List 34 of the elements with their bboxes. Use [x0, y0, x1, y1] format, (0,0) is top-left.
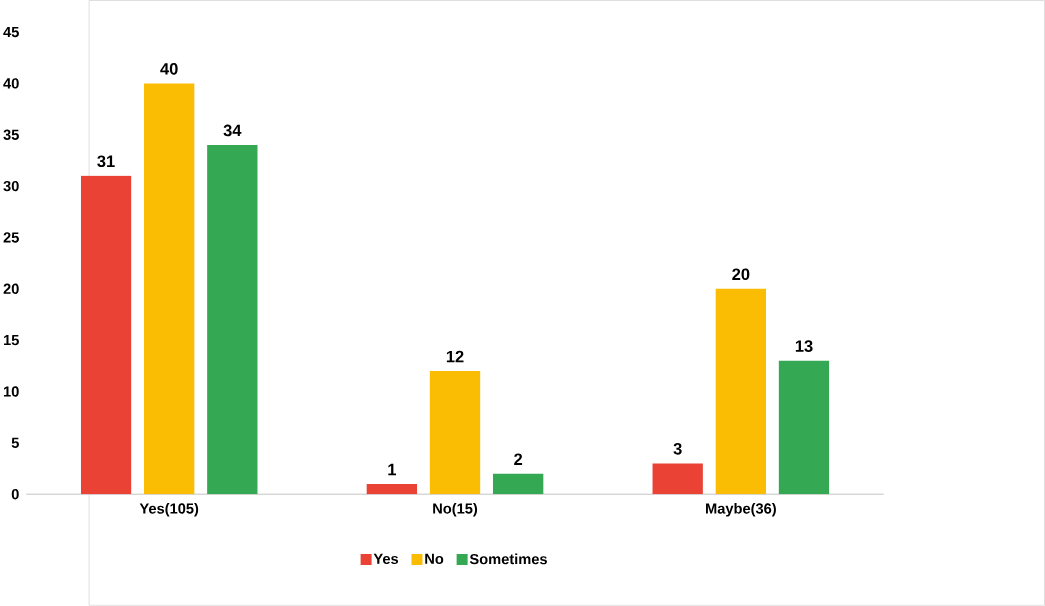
legend-label: No: [425, 553, 444, 565]
bar: [207, 145, 258, 495]
bar: [366, 484, 418, 495]
bar: [143, 83, 195, 495]
x-tick-label: No(15): [433, 503, 478, 517]
y-tick-label: 25: [3, 232, 19, 243]
data-label: 2: [514, 453, 523, 465]
y-tick-label: 5: [11, 437, 19, 449]
y-tick-label: 45: [3, 26, 19, 38]
y-tick-label: 30: [3, 180, 19, 192]
data-label: 12: [446, 350, 464, 363]
bar: [429, 371, 481, 495]
legend-label: Sometimes: [469, 553, 547, 565]
y-tick-label: 0: [11, 489, 19, 500]
bar: [778, 360, 830, 495]
data-label: 13: [795, 340, 813, 353]
bar: [492, 473, 544, 495]
y-tick-label: 15: [3, 335, 19, 346]
data-label: 1: [388, 463, 396, 476]
y-tick-label: 35: [3, 129, 19, 140]
bar: [715, 288, 767, 495]
y-tick-label: 20: [3, 283, 19, 295]
data-label: 3: [673, 443, 682, 455]
x-tick-label: Maybe(36): [706, 503, 776, 517]
data-label: 20: [732, 268, 750, 281]
data-label: 40: [160, 63, 178, 75]
bar: [80, 175, 132, 495]
y-tick-label: 10: [3, 386, 19, 397]
y-tick-label: 40: [3, 78, 19, 89]
legend-label: Yes: [373, 553, 399, 565]
data-label: 34: [223, 124, 242, 137]
bar: [652, 463, 703, 495]
data-label: 31: [97, 155, 115, 168]
x-tick-label: Yes(105): [139, 503, 199, 517]
